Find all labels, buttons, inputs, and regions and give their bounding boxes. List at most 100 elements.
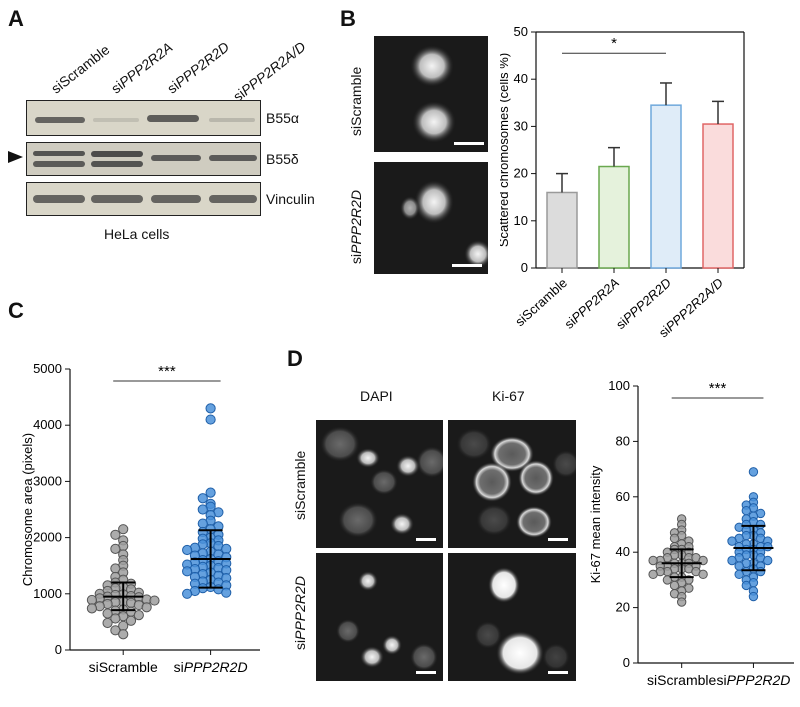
- bar: [598, 165, 630, 269]
- blot-label-vinculin: Vinculin: [266, 191, 315, 207]
- data-point: [125, 615, 137, 626]
- y-tick-label: 4000: [33, 417, 62, 432]
- data-point: [648, 555, 658, 566]
- data-point: [182, 544, 193, 556]
- arrowhead-icon: [8, 151, 23, 163]
- column-header-ki67: Ki-67: [492, 388, 525, 404]
- band: [151, 195, 201, 203]
- band: [91, 151, 143, 157]
- y-axis-label: Scattered chromosomes (cells %): [500, 53, 511, 247]
- row-prefix: si: [348, 253, 364, 264]
- data-point: [221, 587, 232, 598]
- panel-a: siScramble siPPP2R2A siPPP2R2D siPPP2R2A…: [0, 0, 330, 260]
- micrograph-image: [456, 428, 576, 541]
- data-point: [748, 591, 759, 602]
- row-label-d-scramble: siScramble: [292, 451, 308, 520]
- data-point: [727, 555, 737, 566]
- data-point: [141, 602, 152, 613]
- y-tick-label: 1000: [33, 586, 62, 601]
- significance-marker: ***: [158, 363, 176, 380]
- row-prefix: si: [292, 509, 308, 520]
- column-header-dapi: DAPI: [360, 388, 393, 404]
- data-point: [741, 505, 752, 516]
- data-point: [197, 518, 208, 529]
- lane-label: siPPP2R2D: [164, 38, 232, 96]
- panel-label-d: D: [287, 346, 303, 371]
- data-point: [149, 595, 160, 606]
- blot-caption: HeLa cells: [104, 226, 170, 242]
- category-prefix: si: [716, 672, 726, 688]
- data-point: [182, 588, 193, 599]
- data-point: [698, 569, 708, 580]
- data-point: [734, 569, 744, 580]
- category-prefix: si: [174, 659, 184, 675]
- band: [93, 118, 139, 122]
- bar: [546, 191, 578, 269]
- data-point: [102, 617, 113, 629]
- lane-label: siPPP2R2A: [108, 39, 176, 97]
- data-point: [727, 536, 737, 546]
- category-name: PPP2R2A: [568, 275, 622, 325]
- row-prefix: si: [292, 639, 308, 650]
- band: [147, 115, 199, 122]
- y-tick-label: 3000: [33, 473, 62, 488]
- data-point: [734, 561, 744, 571]
- chart-b-bar: 0 10 20 30 40 50 Scattered chromosomes (cells …: [500, 24, 745, 340]
- y-tick-label: 5000: [33, 361, 62, 376]
- y-tick-label: 30: [514, 118, 528, 133]
- y-tick-label: 80: [616, 433, 630, 448]
- lane-label: siPPP2R2A/D: [230, 38, 309, 104]
- data-point: [110, 543, 121, 554]
- micrograph-d-ki67-scramble: [448, 420, 576, 548]
- row-label-b-scramble: siScramble: [348, 67, 364, 136]
- category-prefix: si: [89, 659, 99, 675]
- category-name: PPP2R2D: [184, 659, 248, 675]
- band: [151, 155, 201, 161]
- band: [209, 118, 255, 122]
- row-label-b-ppp2r2d: siPPP2R2D: [348, 190, 364, 264]
- micrograph-d-dapi-ppp2r2d: [316, 553, 443, 681]
- chart-d-scatter: 0 20 40 60 80 100 Ki-67 mean intensity siScramb…: [590, 378, 794, 688]
- row-prefix: si: [348, 125, 364, 136]
- micrograph-b-scramble: [374, 36, 488, 152]
- y-axis-label: Chromosome area (pixels): [20, 433, 35, 586]
- micrograph-image: [400, 180, 488, 268]
- category-name: PPP2R2D: [620, 275, 674, 326]
- row-label-d-ppp2r2d: siPPP2R2D: [292, 576, 308, 650]
- bar: [650, 104, 682, 269]
- category-name: PPP2R2D: [727, 672, 791, 688]
- y-tick-label: 50: [514, 24, 528, 39]
- category-name: PPP2R2A/D: [663, 275, 726, 334]
- significance-marker: ***: [709, 380, 727, 397]
- data-point: [197, 504, 208, 515]
- data-point: [748, 467, 759, 477]
- data-point: [86, 603, 98, 614]
- data-point: [741, 580, 752, 591]
- data-point: [133, 610, 144, 621]
- data-point: [205, 487, 216, 498]
- y-axis-label: Ki-67 mean intensity: [590, 465, 603, 583]
- y-tick-label: 20: [514, 166, 528, 181]
- y-tick-label: 0: [521, 260, 528, 275]
- category-name: siScramble: [647, 672, 716, 688]
- band: [209, 195, 257, 203]
- y-tick-label: 60: [616, 489, 630, 504]
- lane-name: PPP2R2D: [171, 38, 233, 91]
- panel-label-b: B: [340, 6, 356, 31]
- data-point: [648, 569, 658, 580]
- y-tick-label: 40: [616, 544, 630, 559]
- data-point: [86, 594, 98, 606]
- lane-name: PPP2R2A/D: [237, 38, 309, 99]
- panel-label-a: A: [8, 6, 24, 31]
- lane-name: Scramble: [55, 41, 113, 91]
- y-tick-label: 0: [55, 642, 62, 657]
- data-point: [110, 613, 121, 624]
- lane-label: siScramble: [48, 41, 112, 96]
- data-point: [662, 575, 673, 585]
- data-point: [676, 597, 687, 607]
- category-name: Scramble: [99, 659, 158, 675]
- y-tick-label: 20: [616, 600, 630, 615]
- micrograph-b-ppp2r2d: [374, 162, 488, 274]
- band: [33, 151, 85, 156]
- blot-label-b55a: B55α: [266, 110, 300, 126]
